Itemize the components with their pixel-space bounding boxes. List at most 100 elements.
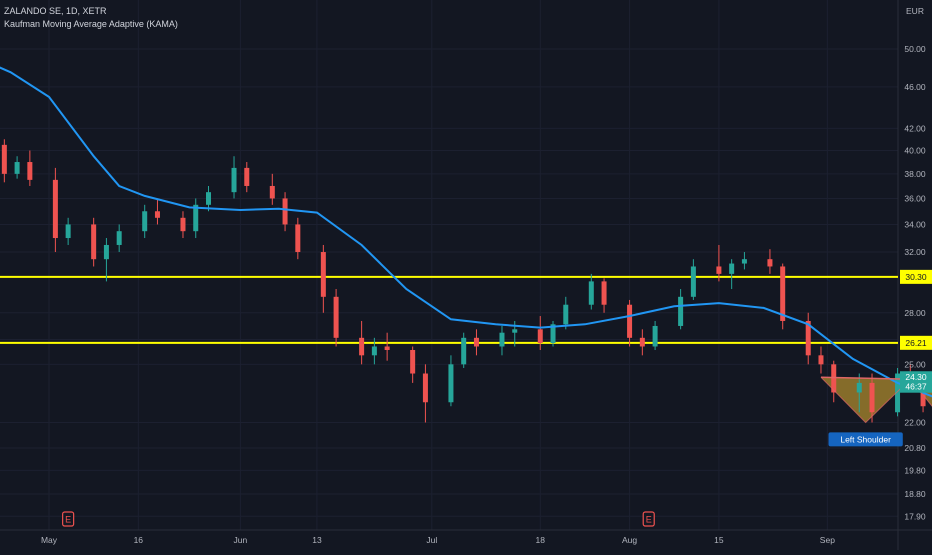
pattern-label[interactable]: Left Shoulder: [840, 434, 891, 444]
candle-body: [180, 217, 186, 232]
candle-body: [14, 162, 20, 174]
candle-body: [103, 244, 109, 260]
y-tick-label: 38.00: [904, 169, 926, 179]
y-tick-label: 28.00: [904, 308, 926, 318]
symbol-title: ZALANDO SE, 1D, XETR: [4, 6, 107, 16]
candle-body: [818, 355, 824, 365]
candle-body: [461, 337, 467, 365]
candle-body: [627, 304, 633, 338]
candle-body: [690, 266, 696, 297]
candle-body: [384, 346, 390, 350]
candle-body: [869, 382, 875, 413]
pattern-overlay[interactable]: Left ShoulderHeadRight Shoulder✕: [820, 361, 932, 499]
y-tick-label: 34.00: [904, 219, 926, 229]
candle-body: [550, 324, 556, 344]
pattern-label-box: [828, 432, 903, 447]
earnings-event-marker[interactable]: [62, 511, 75, 527]
candle-body: [588, 281, 594, 305]
kama-line: [0, 66, 932, 398]
level-price-tag[interactable]: [900, 269, 932, 284]
candle-body: [895, 373, 901, 413]
y-tick-label: 17.90: [904, 511, 926, 521]
earnings-event-label[interactable]: E: [646, 515, 652, 525]
candle-body: [652, 325, 658, 347]
y-tick-label: 19.80: [904, 465, 926, 475]
x-tick-label: May: [41, 535, 58, 545]
candle-body: [678, 296, 684, 326]
candle-body: [269, 185, 275, 199]
y-tick-label: 22.00: [904, 417, 926, 427]
candle-body: [27, 162, 33, 180]
x-axis[interactable]: May16Jun13Jul18Aug15Sep19Oct17Nov14Dec: [41, 535, 932, 545]
candle-body: [512, 329, 518, 333]
last-price-tag: [900, 380, 932, 393]
y-tick-label: 36.00: [904, 193, 926, 203]
y-tick-label: 40.00: [904, 146, 926, 156]
resistance-levels[interactable]: [0, 275, 898, 344]
candle-body: [65, 224, 71, 239]
candle-body: [716, 266, 722, 274]
candle-body: [448, 364, 454, 403]
candle-body: [639, 337, 645, 347]
x-tick-label: 13: [312, 535, 322, 545]
candle-body: [206, 192, 211, 205]
level-price-tag[interactable]: [900, 335, 932, 350]
last-price-label: 46:37: [905, 382, 927, 392]
candle-body: [1, 144, 7, 174]
y-tick-label: 20.80: [904, 443, 926, 453]
x-tick-label: Aug: [622, 535, 637, 545]
candle-body: [767, 259, 773, 267]
indicator-title: Kaufman Moving Average Adaptive (KAMA): [4, 19, 178, 29]
x-tick-label: Sep: [820, 535, 835, 545]
candle-body: [920, 386, 926, 407]
candle-body: [741, 259, 747, 264]
x-tick-label: 18: [536, 535, 546, 545]
candle-body: [244, 167, 250, 186]
candle-body: [805, 320, 811, 356]
candle-body: [601, 281, 607, 305]
candles: [1, 139, 926, 423]
level-price-label[interactable]: 30.30: [905, 272, 927, 282]
candle-body: [473, 337, 479, 347]
candle-body: [231, 167, 237, 193]
candle-body: [295, 224, 301, 253]
pattern-outline: [820, 376, 932, 424]
earnings-event-marker[interactable]: [642, 511, 655, 527]
candle-body: [52, 179, 58, 239]
candle-body: [563, 304, 569, 325]
candle-body: [320, 252, 326, 297]
candle-body: [729, 263, 735, 274]
candle-body: [91, 224, 97, 260]
candle-body: [371, 346, 377, 356]
earnings-events[interactable]: EEE: [62, 511, 932, 527]
candle-body: [333, 296, 339, 338]
y-tick-label: 50.00: [904, 44, 926, 54]
neckline[interactable]: [820, 376, 932, 386]
currency-label: EUR: [906, 6, 924, 16]
inverse-head-shoulders-area: [820, 377, 932, 423]
y-tick-label: 46.00: [904, 82, 926, 92]
y-tick-label: 18.80: [904, 489, 926, 499]
x-tick-label: 15: [714, 535, 724, 545]
level-price-label[interactable]: 26.21: [905, 338, 927, 348]
candle-body: [831, 364, 837, 393]
earnings-event-label[interactable]: E: [65, 515, 71, 525]
candle-body: [282, 198, 288, 225]
x-tick-label: Jun: [234, 535, 248, 545]
candle-body: [116, 231, 122, 245]
kama-line-path: [0, 66, 932, 398]
candle-body: [422, 373, 428, 403]
candle-body: [359, 337, 365, 356]
last-price-tag: [900, 371, 932, 384]
candle-body: [193, 204, 199, 232]
pattern-fill: [820, 377, 932, 423]
candle-body: [499, 332, 505, 347]
y-tick-label: 42.00: [904, 123, 926, 133]
y-axis[interactable]: EUR 50.00 46.00 42.00 40.00 38.00 36.00 34.00 32…: [900, 6, 932, 521]
candle-body: [780, 266, 786, 321]
y-tick-label: 32.00: [904, 247, 926, 257]
candle-body: [856, 382, 862, 393]
